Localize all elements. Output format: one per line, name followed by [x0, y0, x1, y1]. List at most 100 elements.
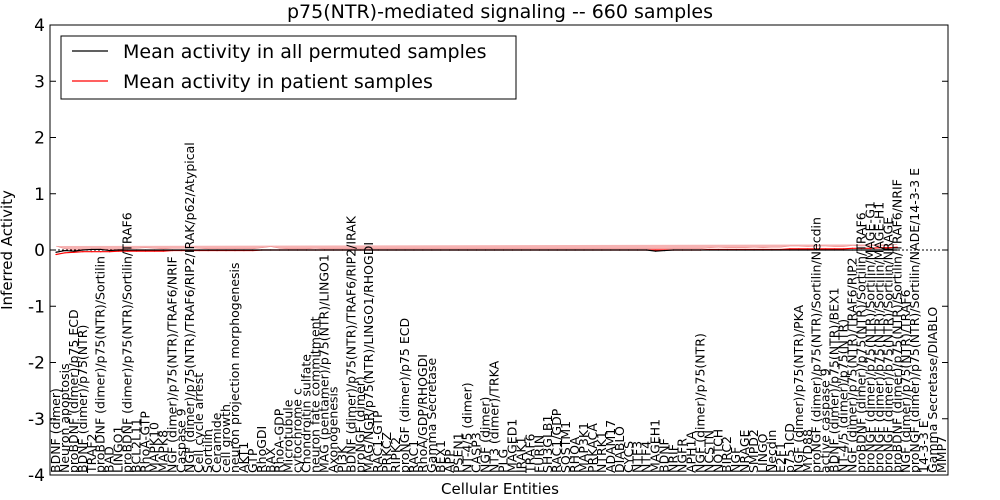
- data-point-permuted: [825, 249, 827, 251]
- x-tick-label: CASP3: [469, 432, 484, 473]
- x-tick-label: APP: [442, 449, 457, 473]
- data-point-permuted: [717, 249, 719, 251]
- data-point-patient: [109, 251, 111, 253]
- y-tick-label: 1: [34, 185, 45, 205]
- data-point-permuted: [118, 249, 120, 251]
- x-tick-label: NGFR: [674, 438, 689, 473]
- data-point-permuted: [619, 249, 621, 251]
- data-point-permuted: [144, 249, 147, 251]
- x-tick-label: Gamma Secretase: [424, 358, 439, 473]
- data-point-permuted: [91, 248, 93, 251]
- data-point-permuted: [520, 249, 522, 251]
- data-point-permuted: [628, 249, 630, 251]
- x-tick-label: RHOA: [567, 436, 582, 473]
- data-point-permuted: [556, 249, 558, 251]
- x-tick-label: Ceramide: [209, 412, 224, 473]
- x-tick-label: SMPD2: [746, 429, 761, 473]
- data-point-patient: [135, 250, 138, 252]
- data-point-permuted: [655, 250, 657, 252]
- data-point-permuted: [207, 249, 209, 251]
- x-tick-label: BAD: [102, 446, 117, 473]
- x-tick-label: MAGEH1: [648, 419, 663, 473]
- data-point-patient: [144, 250, 147, 252]
- data-point-permuted: [377, 249, 379, 251]
- x-tick-label: Axonogenesis: [325, 386, 340, 473]
- data-point-permuted: [878, 249, 880, 251]
- x-tick-label: Sortilin: [200, 429, 215, 473]
- x-tick-label: 14-3-3 E: [916, 420, 931, 473]
- x-tick-label: BEX1: [433, 440, 448, 473]
- data-point-permuted: [180, 249, 182, 251]
- x-tick-label: proBDNF (dimer)/p75(NTR)/Sortilin: [93, 256, 108, 473]
- data-point-permuted: [395, 249, 397, 251]
- data-point-permuted: [279, 249, 281, 251]
- data-point-permuted: [252, 249, 254, 251]
- x-tick-label: PRKCZ: [379, 432, 394, 473]
- x-tick-label: RhoGDI: [254, 426, 269, 473]
- x-tick-label: p75 ICD: [782, 423, 797, 473]
- data-point-permuted: [64, 249, 66, 252]
- x-tick-label: PRKACA: [585, 423, 600, 473]
- x-tick-label: NGF (dimer)/p75(NTR)/TRAF6: [898, 289, 913, 473]
- data-point-patient: [842, 248, 845, 250]
- x-tick-label: MAG (pentamer)/p75(NTR)/LINGO1: [316, 254, 331, 473]
- data-point-patient: [126, 250, 129, 252]
- data-point-patient: [834, 248, 836, 250]
- x-tick-label: BDNF (dimer)/p75(NTR): [75, 325, 90, 473]
- data-point-permuted: [386, 249, 388, 251]
- data-point-permuted: [368, 249, 370, 251]
- data-point-patient: [825, 248, 827, 250]
- x-tick-label: proNGF (dimer)/p75(NTR)/Sortilin/NADE/14…: [907, 168, 922, 473]
- x-tick-label: RAC1: [406, 440, 421, 473]
- data-point-permuted: [189, 249, 191, 251]
- x-tick-label: Cell cycle arrest: [191, 373, 206, 473]
- data-point-patient: [816, 248, 818, 250]
- confidence-bands: [55, 244, 898, 250]
- x-tick-label: LINGO: [755, 433, 770, 473]
- data-point-permuted: [305, 249, 308, 251]
- x-tick-label: NTF4: [639, 441, 654, 473]
- data-point-permuted: [153, 249, 156, 251]
- data-point-permuted: [842, 249, 845, 251]
- x-tick-label: proNGF (dimer): [352, 376, 367, 473]
- x-tick-label: ADAM17: [603, 420, 618, 473]
- x-tick-label: BIRC2: [719, 436, 734, 473]
- data-point-permuted: [807, 249, 809, 251]
- x-tick-label: PLG: [495, 449, 510, 473]
- data-point-patient: [878, 247, 880, 249]
- x-tick-label: APH1A: [683, 431, 698, 473]
- x-tick-label: NT-4/5 (dimer): [460, 382, 475, 473]
- data-point-patient: [91, 251, 93, 253]
- data-point-permuted: [511, 249, 514, 251]
- x-tick-label: CYCS: [621, 441, 636, 473]
- data-point-permuted: [82, 249, 84, 251]
- data-point-permuted: [896, 249, 898, 251]
- x-tick-label: proBDNF (dimer)/p75(NTR)/Sortilin/TRAF6/…: [889, 179, 904, 473]
- x-tick-label: NT3 (dimer)/TRKA: [487, 360, 502, 473]
- data-point-patient: [655, 249, 657, 251]
- x-tick-label: MYD88: [800, 429, 815, 473]
- data-point-permuted: [234, 249, 236, 251]
- data-point-permuted: [422, 249, 424, 251]
- data-point-permuted: [637, 249, 639, 251]
- x-tick-label: SQSTM1: [558, 421, 573, 473]
- data-point-permuted: [538, 249, 540, 251]
- data-point-permuted: [574, 249, 576, 251]
- x-tick-label: NGF (dimer)/p75(NTR)/PKA: [791, 304, 806, 473]
- plot-frame: [49, 24, 949, 476]
- x-tick-label: BDNF (dimer)/p75(NTR)/TRAF6/RIP2/IRAK: [343, 215, 358, 473]
- x-tick-label: E2F1: [773, 442, 788, 473]
- data-point-permuted: [198, 249, 200, 251]
- legend-label-permuted: Mean activity in all permuted samples: [123, 41, 486, 63]
- data-point-patient: [887, 247, 889, 249]
- data-point-permuted: [869, 249, 872, 251]
- x-tick-label: Neuron apoptosis: [57, 363, 72, 473]
- x-tick-label: neuron fate commitment: [308, 316, 323, 473]
- x-tick-label: NGF: [728, 447, 743, 473]
- x-tick-label: FURIN: [531, 435, 546, 473]
- x-tick-label: proBDNF (dimer)/p75(NTR)/Sortilin/TRAF6: [853, 212, 868, 473]
- data-point-permuted: [341, 249, 343, 251]
- x-tick-label: LINGO1: [111, 426, 126, 473]
- data-point-permuted: [816, 249, 818, 251]
